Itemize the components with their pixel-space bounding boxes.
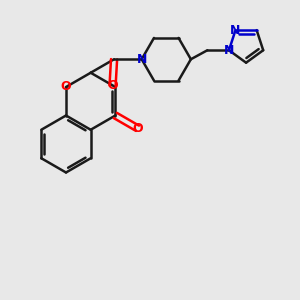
Text: O: O	[61, 80, 71, 94]
Text: N: N	[224, 44, 234, 57]
Text: O: O	[107, 79, 118, 92]
Text: N: N	[136, 53, 147, 66]
Text: O: O	[132, 122, 143, 135]
Text: N: N	[230, 24, 241, 37]
